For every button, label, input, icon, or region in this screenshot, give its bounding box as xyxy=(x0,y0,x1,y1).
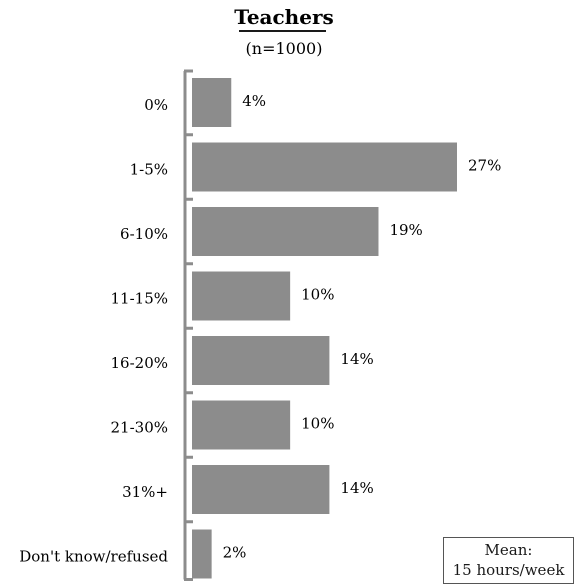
category-label: 0% xyxy=(144,96,168,114)
category-label: Don't know/refused xyxy=(19,548,168,566)
chart-subtitle: (n=1000) xyxy=(246,39,323,58)
mean-value: 15 hours/week xyxy=(452,561,565,579)
value-label: 4% xyxy=(242,92,266,110)
bar xyxy=(192,400,291,450)
bar xyxy=(192,142,457,192)
value-label: 14% xyxy=(340,479,373,497)
value-label: 10% xyxy=(301,415,334,433)
mean-box: Mean: 15 hours/week xyxy=(443,537,574,584)
value-label: 10% xyxy=(301,286,334,304)
category-label: 11-15% xyxy=(111,290,169,308)
value-label: 2% xyxy=(223,544,247,562)
value-label: 14% xyxy=(340,350,373,368)
bar xyxy=(192,465,330,514)
category-label: 21-30% xyxy=(111,419,169,437)
y-axis xyxy=(183,69,193,581)
bar xyxy=(192,207,379,256)
bar xyxy=(192,529,212,579)
bars: 0% 4% 1-5% 27% 6-10% 19% 11-15% 10% 16-20% 14% 21-… xyxy=(19,78,501,579)
value-label: 19% xyxy=(389,221,422,239)
category-label: 16-20% xyxy=(111,354,169,372)
category-label: 6-10% xyxy=(120,225,168,243)
bar xyxy=(192,271,291,321)
category-label: 1-5% xyxy=(130,161,168,179)
bar xyxy=(192,336,330,385)
chart-title: Teachers xyxy=(234,5,334,29)
mean-label: Mean: xyxy=(484,541,533,559)
bar xyxy=(192,78,232,127)
category-label: 31%+ xyxy=(122,483,168,501)
value-label: 27% xyxy=(468,157,501,175)
